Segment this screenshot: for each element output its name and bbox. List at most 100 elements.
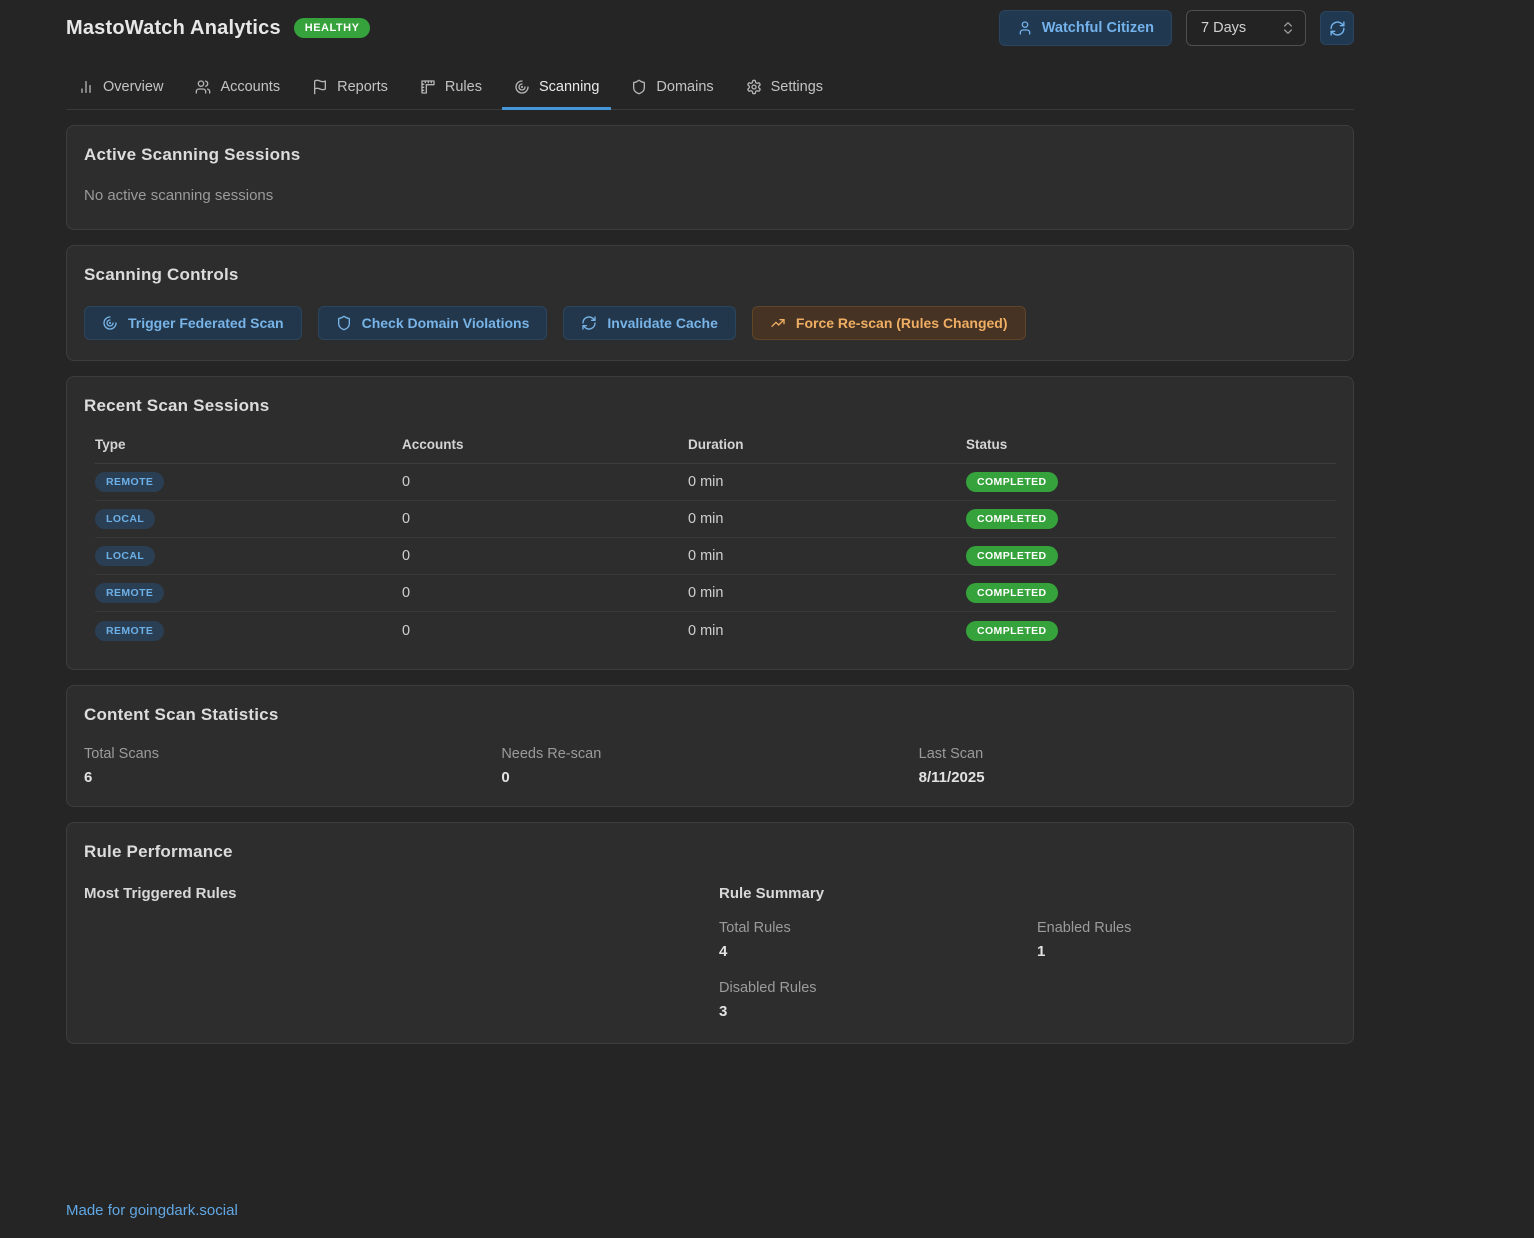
stat-value: 6	[84, 769, 93, 786]
check-domain-violations-button[interactable]: Check Domain Violations	[317, 306, 548, 340]
tab-reports[interactable]: Reports	[300, 70, 400, 110]
cell-duration: 0 min	[688, 585, 724, 601]
cell-duration: 0 min	[688, 474, 724, 490]
tab-accounts[interactable]: Accounts	[183, 70, 292, 110]
force-re-scan-rules-changed-button[interactable]: Force Re-scan (Rules Changed)	[751, 306, 1026, 340]
cell-status: COMPLETED	[966, 583, 1336, 603]
column-header-status: Status	[966, 437, 1008, 452]
recent-sessions-card: Recent Scan Sessions Type Accounts Duratio…	[66, 376, 1354, 670]
app-title: MastoWatch Analytics	[66, 16, 281, 39]
table-row: REMOTE 0 0 min COMPLETED	[95, 612, 1336, 649]
recent-sessions-title: Recent Scan Sessions	[84, 396, 270, 415]
refresh-icon	[1329, 20, 1346, 37]
tab-label: Accounts	[220, 79, 281, 95]
trigger-federated-scan-button[interactable]: Trigger Federated Scan	[84, 306, 302, 340]
cell-type: REMOTE	[95, 583, 402, 603]
footer-text: Made for	[66, 1202, 130, 1219]
cell-accounts: 0	[402, 474, 411, 490]
cell-duration: 0 min	[688, 511, 724, 527]
content-stats-card: Content Scan Statistics Total Scans 6 Need…	[66, 685, 1354, 807]
stat-label: Last Scan	[918, 746, 984, 762]
table-row: LOCAL 0 0 min COMPLETED	[95, 501, 1336, 538]
invalidate-cache-button[interactable]: Invalidate Cache	[563, 306, 736, 340]
tab-overview[interactable]: Overview	[66, 70, 175, 110]
status-badge: COMPLETED	[966, 546, 1058, 566]
type-badge: LOCAL	[95, 509, 156, 529]
rule-performance-grid: Most Triggered Rules Rule Summary Total …	[84, 885, 1336, 1020]
status-badge: COMPLETED	[966, 509, 1058, 529]
tab-label: Overview	[103, 79, 164, 95]
tab-scanning[interactable]: Scanning	[501, 70, 612, 110]
cell-status: COMPLETED	[966, 472, 1336, 492]
stat-value: 8/11/2025	[918, 769, 985, 786]
tab-settings[interactable]: Settings	[734, 70, 835, 110]
radar-icon	[102, 315, 118, 331]
flag-icon	[312, 79, 328, 95]
gear-icon	[746, 79, 762, 95]
type-badge: REMOTE	[95, 583, 165, 603]
refresh-icon	[581, 315, 597, 331]
stat-value: 3	[719, 1003, 728, 1020]
cell-status: COMPLETED	[966, 620, 1336, 641]
most-triggered-rules-panel: Most Triggered Rules	[84, 885, 719, 1020]
stat-enabled-rules: Enabled Rules 1	[1037, 920, 1336, 960]
tab-label: Domains	[656, 79, 714, 95]
cell-type: REMOTE	[95, 472, 402, 492]
rule-summary-title: Rule Summary	[719, 885, 825, 902]
tab-label: Reports	[337, 79, 388, 95]
button-label: Force Re-scan (Rules Changed)	[795, 315, 1008, 331]
footer-link[interactable]: goingdark.social	[129, 1202, 238, 1219]
stat-last-scan: Last Scan 8/11/2025	[919, 746, 1336, 786]
most-triggered-rules-title: Most Triggered Rules	[84, 885, 237, 902]
main-content: Active Scanning Sessions No active scann…	[66, 125, 1354, 1044]
app-container: MastoWatch Analytics HEALTHY Watchful Ci…	[66, 0, 1354, 1219]
table-row: LOCAL 0 0 min COMPLETED	[95, 538, 1336, 575]
content-stats-grid: Total Scans 6 Needs Re-scan 0 Last Scan 8/11/…	[84, 746, 1336, 786]
tab-label: Rules	[444, 79, 482, 95]
refresh-button[interactable]	[1320, 11, 1354, 45]
period-select[interactable]: 7 Days	[1186, 10, 1306, 46]
stat-total-scans: Total Scans 6	[84, 746, 501, 786]
content-stats-title: Content Scan Statistics	[84, 705, 279, 724]
active-sessions-card: Active Scanning Sessions No active scann…	[66, 125, 1354, 230]
scanning-controls-buttons: Trigger Federated Scan Check Domain Viola…	[84, 306, 1336, 340]
cell-type: LOCAL	[95, 546, 402, 566]
stat-value: 4	[719, 943, 728, 960]
type-badge: LOCAL	[95, 546, 156, 566]
stat-label: Needs Re-scan	[501, 746, 602, 762]
users-icon	[195, 79, 211, 95]
stat-disabled-rules: Disabled Rules 3	[719, 980, 1037, 1020]
table-header-row: Type Accounts Duration Status	[95, 437, 1336, 464]
active-sessions-empty-message: No active scanning sessions	[84, 187, 274, 204]
tab-domains[interactable]: Domains	[619, 70, 725, 110]
cell-status: COMPLETED	[966, 546, 1336, 566]
shield-icon	[336, 315, 352, 331]
cell-accounts: 0	[402, 511, 411, 527]
health-status-badge: HEALTHY	[293, 18, 371, 38]
user-button[interactable]: Watchful Citizen	[998, 10, 1172, 46]
ruler-icon	[420, 79, 436, 95]
cell-type: REMOTE	[95, 620, 402, 641]
stat-value: 1	[1037, 943, 1046, 960]
radar-icon	[514, 79, 530, 95]
user-button-label: Watchful Citizen	[1041, 20, 1154, 36]
cell-status: COMPLETED	[966, 509, 1336, 529]
chevrons-up-down-icon	[1280, 20, 1296, 36]
rule-summary-grid: Total Rules 4 Enabled Rules 1 Disabled Rules…	[719, 920, 1336, 1020]
footer: Made for goingdark.social	[66, 1202, 1354, 1219]
tab-rules[interactable]: Rules	[408, 70, 494, 110]
stat-value: 0	[501, 769, 510, 786]
top-bar-controls: Watchful Citizen 7 Days	[998, 10, 1354, 46]
stat-total-rules: Total Rules 4	[719, 920, 1037, 960]
scanning-controls-card: Scanning Controls Trigger Federated Scan…	[66, 245, 1354, 361]
status-badge: COMPLETED	[966, 583, 1058, 603]
table-row: REMOTE 0 0 min COMPLETED	[95, 464, 1336, 501]
cell-accounts: 0	[402, 585, 411, 601]
column-header-duration: Duration	[688, 437, 744, 452]
cell-accounts: 0	[402, 622, 411, 639]
column-header-type: Type	[95, 437, 126, 452]
cell-type: LOCAL	[95, 509, 402, 529]
button-label: Invalidate Cache	[607, 315, 718, 331]
button-label: Check Domain Violations	[361, 315, 530, 331]
tab-label: Settings	[770, 79, 824, 95]
